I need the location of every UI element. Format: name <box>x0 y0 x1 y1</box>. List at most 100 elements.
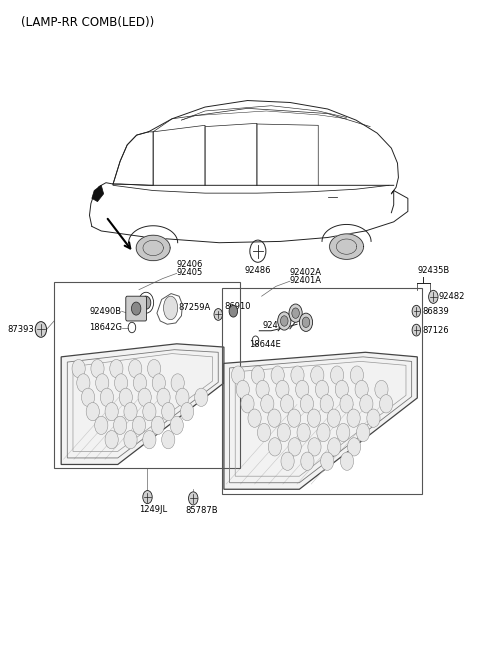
Circle shape <box>288 409 301 427</box>
Circle shape <box>300 395 313 413</box>
Polygon shape <box>224 352 417 489</box>
Text: 92401A: 92401A <box>290 276 322 285</box>
Circle shape <box>171 374 184 392</box>
Circle shape <box>180 403 194 421</box>
Text: 18644E: 18644E <box>249 340 281 349</box>
Text: 92482: 92482 <box>439 292 466 301</box>
Circle shape <box>328 438 341 456</box>
Circle shape <box>100 388 114 406</box>
Circle shape <box>335 381 348 399</box>
Circle shape <box>124 430 137 449</box>
Bar <box>54 282 240 468</box>
Circle shape <box>355 381 368 399</box>
Circle shape <box>350 366 363 384</box>
Circle shape <box>288 438 301 456</box>
Circle shape <box>96 374 109 392</box>
Text: 92405: 92405 <box>177 269 203 277</box>
Polygon shape <box>92 185 104 202</box>
Circle shape <box>110 360 123 378</box>
Text: 92486: 92486 <box>245 265 271 274</box>
Circle shape <box>348 438 360 456</box>
Text: 87259A: 87259A <box>179 303 211 312</box>
Circle shape <box>429 290 438 303</box>
Circle shape <box>271 366 284 384</box>
Circle shape <box>162 403 175 421</box>
Circle shape <box>327 409 340 427</box>
Circle shape <box>241 395 254 413</box>
Circle shape <box>302 317 310 328</box>
Circle shape <box>277 312 291 330</box>
Text: 92490: 92490 <box>263 321 289 330</box>
Ellipse shape <box>164 296 178 320</box>
FancyBboxPatch shape <box>126 296 146 321</box>
Circle shape <box>231 366 245 384</box>
Circle shape <box>317 423 330 441</box>
Circle shape <box>291 366 304 384</box>
Circle shape <box>347 409 360 427</box>
Text: 1249JL: 1249JL <box>139 505 167 514</box>
Text: 92490B: 92490B <box>89 307 121 316</box>
Circle shape <box>281 452 294 470</box>
Circle shape <box>114 374 128 392</box>
Circle shape <box>321 452 334 470</box>
Circle shape <box>412 305 420 317</box>
Circle shape <box>300 313 312 331</box>
Circle shape <box>280 395 294 413</box>
Circle shape <box>133 374 146 392</box>
Circle shape <box>143 403 156 421</box>
Text: 86839: 86839 <box>422 307 449 316</box>
Circle shape <box>268 438 281 456</box>
Circle shape <box>147 360 161 378</box>
Text: 85787B: 85787B <box>185 506 218 515</box>
Circle shape <box>261 395 274 413</box>
Circle shape <box>340 395 353 413</box>
Circle shape <box>301 452 314 470</box>
Circle shape <box>277 423 290 441</box>
Circle shape <box>129 360 142 378</box>
Circle shape <box>105 430 118 449</box>
Circle shape <box>157 388 170 406</box>
Circle shape <box>336 423 350 441</box>
Circle shape <box>72 360 85 378</box>
Circle shape <box>176 388 189 406</box>
Circle shape <box>360 395 373 413</box>
Circle shape <box>311 366 324 384</box>
Circle shape <box>412 324 420 336</box>
Circle shape <box>320 395 333 413</box>
Circle shape <box>91 360 104 378</box>
Text: 86910: 86910 <box>225 302 252 311</box>
Circle shape <box>380 395 393 413</box>
Circle shape <box>95 416 108 434</box>
Circle shape <box>292 308 300 318</box>
Circle shape <box>138 388 151 406</box>
Text: 92406: 92406 <box>177 260 203 269</box>
Circle shape <box>257 423 271 441</box>
Circle shape <box>105 403 118 421</box>
Circle shape <box>152 374 166 392</box>
Circle shape <box>268 409 281 427</box>
Circle shape <box>86 403 99 421</box>
Circle shape <box>315 381 329 399</box>
Circle shape <box>307 409 321 427</box>
Circle shape <box>143 430 156 449</box>
Circle shape <box>229 305 238 317</box>
Text: (LAMP-RR COMB(LED)): (LAMP-RR COMB(LED)) <box>21 16 155 29</box>
Polygon shape <box>136 235 170 261</box>
Circle shape <box>236 381 250 399</box>
Circle shape <box>132 416 145 434</box>
Circle shape <box>256 381 269 399</box>
Circle shape <box>375 381 388 399</box>
Circle shape <box>276 381 289 399</box>
Circle shape <box>142 296 151 309</box>
Text: 92435B: 92435B <box>417 267 450 275</box>
Circle shape <box>357 423 370 441</box>
Bar <box>222 288 422 494</box>
Circle shape <box>151 416 165 434</box>
Circle shape <box>248 409 261 427</box>
Circle shape <box>143 491 152 504</box>
Circle shape <box>308 438 321 456</box>
Circle shape <box>170 416 183 434</box>
Text: 18642G: 18642G <box>89 323 122 332</box>
Polygon shape <box>330 234 363 259</box>
Circle shape <box>289 304 302 322</box>
